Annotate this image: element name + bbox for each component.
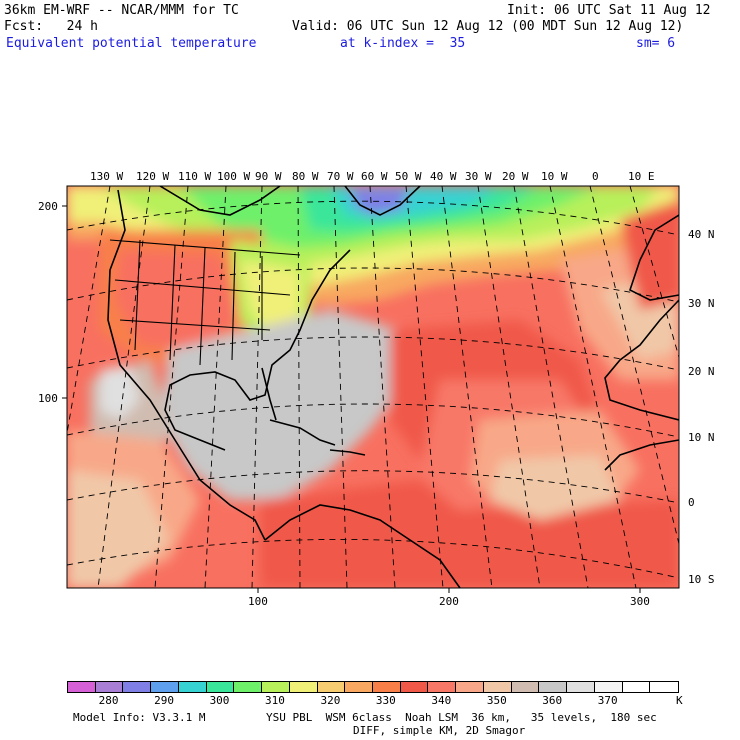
color-scale-cell (428, 682, 457, 692)
coastlines (107, 186, 679, 588)
color-scale-cell (234, 682, 263, 692)
lon-label: 80 W (292, 170, 319, 183)
color-scale-cell (400, 682, 429, 692)
color-scale-label: 320 (320, 694, 341, 707)
grid-y-label: 100 (38, 392, 58, 405)
model-info: Model Info: V3.3.1 M (73, 711, 206, 724)
color-scale-label: 360 (542, 694, 563, 707)
color-scale-label: 350 (486, 694, 507, 707)
lat-label: 40 N (688, 228, 715, 241)
grid-x-label: 200 (439, 595, 459, 608)
lon-label: 40 W (430, 170, 457, 183)
color-scale-cell (539, 682, 568, 692)
color-scale-cell (68, 682, 96, 692)
lon-label: 30 W (465, 170, 492, 183)
valid-time: Valid: 06 UTC Sun 12 Aug 12 (00 MDT Sun … (292, 19, 684, 34)
color-scale-label: 290 (154, 694, 174, 707)
lat-label: 0 (688, 496, 695, 509)
color-scale-cell (373, 682, 401, 692)
grid-x-label: 300 (630, 595, 650, 608)
lon-label: 100 W (217, 170, 251, 183)
color-scale-label: 370 (597, 694, 618, 707)
frame-ticks (62, 205, 641, 593)
init-time: Init: 06 UTC Sat 11 Aug 12 (507, 3, 711, 18)
lon-label: 60 W (361, 170, 388, 183)
grid-x-label: 100 (248, 595, 268, 608)
lon-label: 120 W (136, 170, 170, 183)
lon-label: 110 W (178, 170, 212, 183)
diffusion-info: DIFF, simple KM, 2D Smagor (353, 724, 526, 737)
color-scale-cell (456, 682, 484, 692)
lon-label: 10 W (541, 170, 568, 183)
model-title: 36km EM-WRF -- NCAR/MMM for TC (4, 3, 239, 18)
color-scale-label: 300 (209, 694, 230, 707)
color-scale-label: 340 (431, 694, 452, 707)
lat-label: 30 N (688, 297, 715, 310)
color-scale-cell (483, 682, 512, 692)
lat-label: 10 S (688, 573, 715, 586)
lon-label: 20 W (502, 170, 529, 183)
color-scale-cell (95, 682, 124, 692)
color-scale-cell (206, 682, 235, 692)
color-scale-cell (317, 682, 346, 692)
color-scale-cell (567, 682, 595, 692)
color-scale-cell (151, 682, 179, 692)
lat-lon-grid (67, 186, 679, 588)
level-info: at k-index = 35 (340, 36, 466, 51)
color-scale-label: 310 (265, 694, 285, 707)
smoothing-info: sm= 6 (636, 36, 676, 51)
lon-label: 50 W (395, 170, 422, 183)
lon-label: 130 W (90, 170, 124, 183)
lon-label: 0 (592, 170, 599, 183)
lon-label: 90 W (255, 170, 282, 183)
map-frame (66, 185, 680, 589)
physics-info: YSU PBL WSM 6class Noah LSM 36 km, 35 le… (266, 711, 657, 724)
color-scale-cell (511, 682, 540, 692)
lat-label: 20 N (688, 365, 715, 378)
color-scale-cell (178, 682, 207, 692)
forecast-hour: Fcst: 24 h (4, 19, 98, 34)
color-scale-cell (594, 682, 623, 692)
color-scale-label: 280 (98, 694, 119, 707)
state-borders (109, 239, 301, 366)
color-scale-cell (345, 682, 373, 692)
grid-y-label: 200 (38, 200, 58, 213)
color-scale-cell (123, 682, 152, 692)
lon-label: 10 E (628, 170, 655, 183)
field-name: Equivalent potential temperature (6, 36, 257, 51)
color-scale-cell (650, 682, 678, 692)
color-scale-label: 330 (375, 694, 396, 707)
color-scale-cell (262, 682, 290, 692)
lat-label: 10 N (688, 431, 715, 444)
color-scale-bar (67, 681, 679, 693)
unit-label: K (676, 694, 683, 707)
theta-e-field (67, 186, 679, 588)
color-scale-cell (622, 682, 651, 692)
lon-label: 70 W (327, 170, 354, 183)
color-scale-cell (289, 682, 318, 692)
